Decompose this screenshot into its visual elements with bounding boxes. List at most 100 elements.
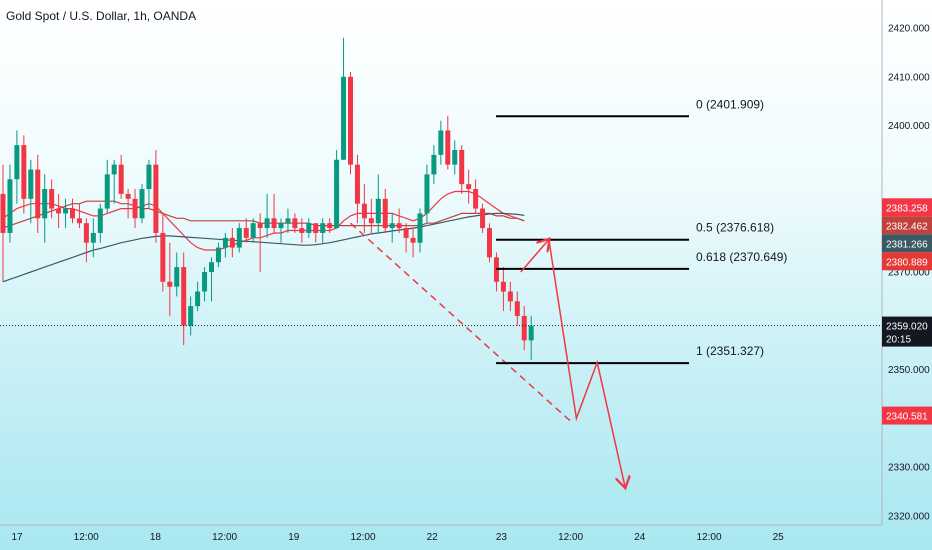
candle-body[interactable]	[445, 130, 451, 165]
candle-body[interactable]	[222, 237, 228, 248]
projection-path[interactable]	[547, 237, 625, 487]
candle-body[interactable]	[424, 174, 430, 214]
candle-body[interactable]	[257, 223, 263, 229]
price-tag	[882, 406, 932, 425]
candle-body[interactable]	[63, 208, 69, 214]
candle-body[interactable]	[118, 164, 124, 194]
candle-body[interactable]	[202, 272, 208, 292]
moving-average-line	[2, 190, 525, 251]
candle-body[interactable]	[375, 198, 381, 224]
candle-body[interactable]	[341, 76, 347, 160]
candle-body[interactable]	[229, 237, 235, 248]
candle-body[interactable]	[452, 150, 458, 165]
candle-body[interactable]	[195, 291, 201, 307]
fib-level-label: 0.5 (2376.618)	[696, 221, 774, 235]
candle-body[interactable]	[132, 198, 138, 219]
candle-body[interactable]	[49, 189, 55, 209]
price-tag	[882, 198, 932, 217]
candle-body[interactable]	[125, 193, 131, 199]
candle-body[interactable]	[83, 223, 89, 243]
candle-body[interactable]	[396, 223, 402, 229]
candle-body[interactable]	[438, 130, 444, 155]
candle-body[interactable]	[139, 189, 145, 219]
x-tick-label: 12:00	[350, 532, 375, 543]
candle-body[interactable]	[188, 306, 194, 326]
candle-body[interactable]	[271, 218, 277, 229]
x-tick-label: 19	[288, 532, 300, 543]
projection-up-leg[interactable]	[520, 240, 549, 273]
candle-body[interactable]	[417, 213, 423, 243]
candle-body[interactable]	[153, 164, 159, 233]
candle-body[interactable]	[167, 281, 173, 287]
candle-body[interactable]	[389, 223, 395, 229]
candle-body[interactable]	[0, 193, 6, 233]
candle-body[interactable]	[500, 281, 506, 292]
candle-body[interactable]	[14, 145, 20, 180]
x-tick-label: 12:00	[696, 532, 721, 543]
candle-body[interactable]	[368, 218, 374, 224]
candle-body[interactable]	[7, 179, 13, 233]
candle-body[interactable]	[111, 164, 117, 175]
candle-body[interactable]	[473, 189, 479, 209]
price-tag-label: 2340.581	[886, 412, 928, 423]
candle-body[interactable]	[514, 301, 520, 316]
candle-body[interactable]	[528, 325, 534, 341]
candle-body[interactable]	[459, 150, 465, 185]
price-tag	[882, 252, 932, 271]
candle-body[interactable]	[320, 223, 326, 233]
candle-body[interactable]	[181, 267, 187, 326]
candle-body[interactable]	[76, 218, 82, 224]
candle-body[interactable]	[174, 267, 180, 287]
dashed-trendline	[349, 222, 574, 424]
candle-body[interactable]	[507, 291, 513, 302]
moving-average-line	[2, 212, 525, 283]
x-tick-label: 17	[11, 532, 23, 543]
candle-body[interactable]	[285, 218, 291, 224]
candle-body[interactable]	[90, 232, 96, 243]
candle-body[interactable]	[243, 228, 249, 238]
candle-body[interactable]	[70, 208, 75, 219]
candle-body[interactable]	[521, 315, 527, 341]
candle-body[interactable]	[354, 164, 360, 204]
candle-body[interactable]	[104, 174, 110, 209]
candle-body[interactable]	[403, 228, 409, 238]
price-tag	[882, 316, 932, 347]
candle-body[interactable]	[382, 198, 388, 229]
price-tag	[882, 216, 932, 235]
x-tick-label: 12:00	[558, 532, 583, 543]
candle-body[interactable]	[334, 159, 340, 229]
candle-body[interactable]	[292, 218, 298, 229]
candle-body[interactable]	[215, 247, 221, 263]
candle-body[interactable]	[28, 169, 34, 199]
candle-body[interactable]	[35, 169, 41, 219]
candle-body[interactable]	[21, 145, 27, 199]
candle-body[interactable]	[146, 164, 152, 190]
candle-body[interactable]	[278, 223, 284, 229]
y-tick-label: 2370.000	[888, 268, 930, 279]
candle-body[interactable]	[327, 223, 333, 229]
candle-body[interactable]	[466, 184, 472, 190]
candle-body[interactable]	[487, 228, 492, 258]
candle-body[interactable]	[97, 208, 103, 233]
candle-body[interactable]	[264, 218, 270, 229]
candle-body[interactable]	[236, 228, 242, 248]
candle-body[interactable]	[56, 208, 62, 214]
candle-body[interactable]	[431, 154, 437, 175]
candle-body[interactable]	[480, 208, 486, 229]
fib-level-label: 0.618 (2370.649)	[696, 250, 787, 264]
candle-body[interactable]	[410, 237, 416, 243]
x-tick-label: 22	[427, 532, 439, 543]
y-tick-label: 2410.000	[888, 72, 930, 83]
candle-body[interactable]	[42, 189, 48, 219]
candle-body[interactable]	[313, 223, 319, 233]
candle-body[interactable]	[348, 76, 353, 165]
candle-body[interactable]	[306, 223, 312, 233]
candle-body[interactable]	[250, 223, 256, 238]
candle-body[interactable]	[299, 228, 305, 233]
candle-body[interactable]	[160, 232, 166, 282]
candle-body[interactable]	[361, 203, 367, 219]
x-tick-label: 25	[773, 532, 785, 543]
candle-body[interactable]	[209, 262, 214, 272]
